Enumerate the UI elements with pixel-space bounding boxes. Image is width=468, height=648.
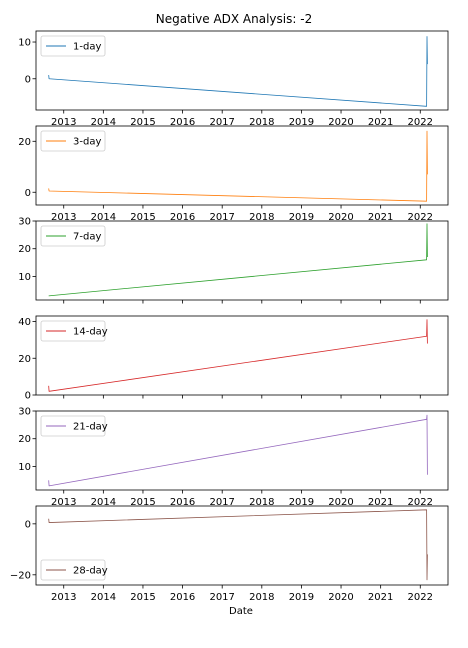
- x-tick-label: 2013: [51, 592, 76, 603]
- x-tick-label: 2016: [170, 212, 195, 223]
- axes-frame: [35, 315, 449, 396]
- x-tick-label: 2020: [328, 592, 353, 603]
- x-tick-label: 2015: [130, 497, 155, 508]
- subplot-5: 10 20 30 2013 2014 2015 2016 2017 2018 2019 2020 20…: [18, 407, 449, 508]
- axes-frame: [35, 30, 449, 111]
- x-tick-label: 2021: [368, 497, 393, 508]
- legend-box: [40, 225, 106, 247]
- x-tick-label: 2019: [289, 117, 314, 128]
- legend: 28-day: [40, 559, 108, 581]
- legend-box: [40, 35, 106, 57]
- legend-box: [40, 320, 106, 342]
- legend: 21-day: [40, 415, 108, 437]
- x-tick-label: 2014: [91, 212, 116, 223]
- legend-label: 14-day: [73, 327, 108, 338]
- subplot-2: 0 20 2013 2014 2015 2016 2017 2018 2019 2020 2021 2…: [18, 125, 449, 223]
- y-tick-label: −20: [10, 570, 31, 581]
- x-tick-label: 2022: [408, 212, 433, 223]
- x-tick-label: 2013: [51, 212, 76, 223]
- y-tick-label: 20: [18, 137, 31, 148]
- y-tick-label: 20: [18, 244, 31, 255]
- x-tick-label: 2022: [408, 497, 433, 508]
- x-tick-label: 2019: [289, 212, 314, 223]
- axes-frame: [35, 125, 449, 206]
- axes-frame: [35, 410, 449, 491]
- legend-label: 28-day: [73, 566, 108, 577]
- x-tick-label: 2022: [408, 117, 433, 128]
- x-tick-label: 2020: [328, 497, 353, 508]
- y-tick-label: 20: [18, 354, 31, 365]
- legend-box: [40, 415, 106, 437]
- x-tick-label: 2019: [289, 592, 314, 603]
- legend: 1-day: [40, 35, 106, 57]
- y-tick-label: 0: [25, 74, 31, 85]
- x-tick-label: 2016: [170, 592, 195, 603]
- x-tick-label: 2015: [130, 117, 155, 128]
- legend-label: 21-day: [73, 422, 108, 433]
- x-tick-label: 2022: [408, 592, 433, 603]
- y-tick-label: 20: [18, 434, 31, 445]
- y-tick-label: 0: [25, 519, 31, 530]
- x-tick-label: 2017: [209, 212, 234, 223]
- legend: 7-day: [40, 225, 106, 247]
- x-tick-label: 2014: [91, 117, 116, 128]
- subplot-3: 10 20 30 7-day: [18, 217, 449, 304]
- x-tick-label: 2016: [170, 497, 195, 508]
- series-line-7-day: [48, 223, 428, 297]
- figure-title: Negative ADX Analysis: -2: [156, 12, 312, 26]
- x-tick-label: 2014: [91, 497, 116, 508]
- subplot-6: −20 0 2013 2014 2015 2016 2017 2018 2019 2020 2021…: [10, 505, 449, 603]
- y-tick-label: 30: [18, 217, 31, 228]
- series-line-21-day: [48, 414, 428, 487]
- legend: 3-day: [40, 130, 106, 152]
- series-line-1-day: [48, 36, 428, 107]
- series-line-14-day: [48, 319, 428, 392]
- y-tick-label: 10: [18, 462, 31, 473]
- subplot-1: 0 10 2013 2014 2015 2016 2017 2018 2019 2020 2021 2…: [18, 30, 449, 128]
- legend-box: [40, 130, 106, 152]
- x-tick-label: 2013: [51, 117, 76, 128]
- x-tick-label: 2020: [328, 212, 353, 223]
- x-tick-label: 2015: [130, 212, 155, 223]
- series-line-3-day: [48, 130, 428, 202]
- subplot-4: 0 20 40 14-day: [18, 315, 449, 402]
- x-tick-label: 2021: [368, 592, 393, 603]
- y-tick-label: 30: [18, 407, 31, 418]
- legend: 14-day: [40, 320, 108, 342]
- x-tick-label: 2017: [209, 497, 234, 508]
- legend-box: [40, 559, 106, 581]
- legend-label: 3-day: [73, 137, 101, 148]
- x-tick-label: 2013: [51, 497, 76, 508]
- axes-frame: [35, 505, 449, 586]
- axes-frame: [35, 220, 449, 301]
- x-tick-label: 2018: [249, 592, 274, 603]
- x-tick-label: 2018: [249, 117, 274, 128]
- legend-label: 7-day: [73, 232, 101, 243]
- series-line-28-day: [48, 509, 428, 581]
- y-tick-label: 10: [18, 38, 31, 49]
- x-tick-label: 2016: [170, 117, 195, 128]
- y-tick-label: 40: [18, 317, 31, 328]
- x-tick-label: 2021: [368, 117, 393, 128]
- x-axis-label: Date: [229, 606, 253, 617]
- x-tick-label: 2015: [130, 592, 155, 603]
- x-tick-label: 2017: [209, 592, 234, 603]
- legend-label: 1-day: [73, 42, 101, 53]
- x-tick-label: 2014: [91, 592, 116, 603]
- x-tick-label: 2020: [328, 117, 353, 128]
- y-tick-label: 0: [25, 391, 31, 402]
- y-tick-label: 0: [25, 188, 31, 199]
- y-tick-label: 10: [18, 272, 31, 283]
- x-tick-label: 2017: [209, 117, 234, 128]
- x-tick-label: 2018: [249, 497, 274, 508]
- x-tick-label: 2021: [368, 212, 393, 223]
- x-tick-label: 2018: [249, 212, 274, 223]
- x-tick-label: 2019: [289, 497, 314, 508]
